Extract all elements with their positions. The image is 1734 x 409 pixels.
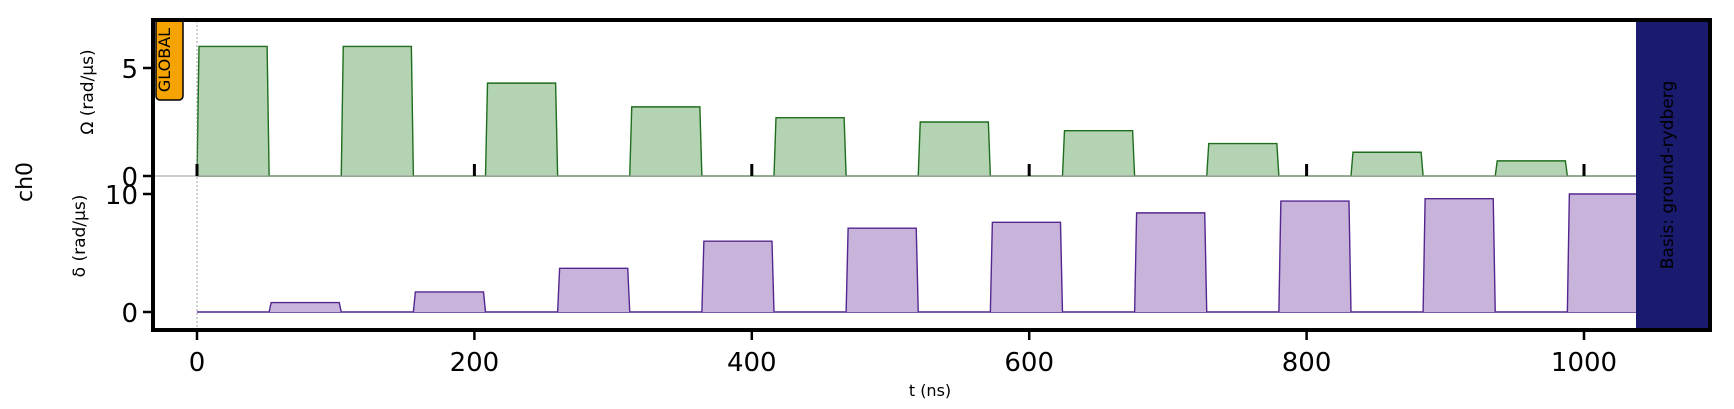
delta-pulse-outline-6 — [989, 221, 1064, 313]
omega-pulse-10 — [1495, 160, 1568, 176]
delta-pulse-outline-5 — [845, 227, 919, 313]
omega-axis-label: Ω (rad/µs) — [78, 49, 98, 134]
delta-pulse-2 — [413, 291, 486, 312]
omega-pulse-4 — [629, 106, 702, 176]
omega-y-0-label: 0 — [121, 163, 138, 193]
omega-pulse-8 — [1206, 143, 1279, 176]
omega-pulse-6 — [918, 122, 991, 176]
x-tick-label-1000: 1000 — [1551, 348, 1617, 378]
delta-pulse-1 — [269, 302, 342, 312]
omega-pulse-9 — [1350, 152, 1424, 176]
omega-y-5-label: 5 — [121, 55, 138, 85]
delta-pulse-8 — [1278, 201, 1351, 312]
delta-pulse-outline-8 — [1278, 200, 1352, 313]
delta-pulse-10 — [1567, 194, 1640, 312]
x-tick-label-800: 800 — [1282, 348, 1332, 378]
delta-y-10-label: 10 — [105, 181, 138, 211]
x-axis-label: t (ns) — [909, 381, 951, 400]
delta-pulse-outline-4 — [701, 240, 775, 313]
delta-pulse-outline-1 — [268, 301, 342, 313]
basis-band — [1636, 21, 1709, 329]
omega-pulse-outline-1 — [196, 45, 270, 177]
channel-label: ch0 — [13, 162, 38, 202]
delta-pulse-outline-2 — [412, 291, 487, 313]
omega-panel — [196, 45, 1640, 177]
delta-pulse-6 — [990, 222, 1063, 312]
basis-label: Basis: ground-rydberg — [1658, 81, 1678, 270]
omega-pulse-outline-3 — [484, 82, 559, 177]
omega-pulse-outline-7 — [1061, 129, 1136, 177]
omega-pulse-outline-2 — [340, 45, 415, 177]
omega-pulse-1 — [197, 46, 270, 177]
omega-pulse-outline-10 — [1494, 160, 1569, 177]
delta-y-0-label: 0 — [121, 299, 138, 329]
delta-pulse-outline-3 — [556, 267, 631, 313]
omega-pulse-2 — [341, 46, 414, 177]
omega-pulse-outline-4 — [629, 106, 703, 177]
omega-pulse-7 — [1062, 130, 1135, 176]
omega-pulse-outline-8 — [1206, 142, 1280, 177]
delta-pulse-4 — [701, 241, 774, 312]
omega-pulse-outline-9 — [1350, 151, 1424, 177]
delta-panel — [197, 193, 1641, 313]
omega-pulse-5 — [773, 117, 847, 176]
delta-pulse-7 — [1134, 212, 1207, 312]
global-badge-label: GLOBAL — [155, 28, 174, 92]
omega-pulse-3 — [485, 83, 558, 176]
plot-frame — [151, 18, 1712, 332]
omega-pulse-outline-6 — [917, 121, 992, 177]
omega-pulse-outline-5 — [773, 116, 847, 177]
x-tick-label-0: 0 — [189, 348, 206, 378]
delta-pulse-9 — [1423, 198, 1496, 312]
delta-pulse-outline-9 — [1422, 198, 1496, 313]
delta-pulse-outline-7 — [1133, 212, 1208, 313]
delta-pulse-5 — [846, 228, 919, 312]
x-tick-label-600: 600 — [1004, 348, 1054, 378]
delta-axis-label: δ (rad/µs) — [70, 195, 90, 278]
x-tick-label-200: 200 — [450, 348, 500, 378]
delta-pulse-3 — [557, 268, 630, 312]
x-tick-label-400: 400 — [727, 348, 777, 378]
